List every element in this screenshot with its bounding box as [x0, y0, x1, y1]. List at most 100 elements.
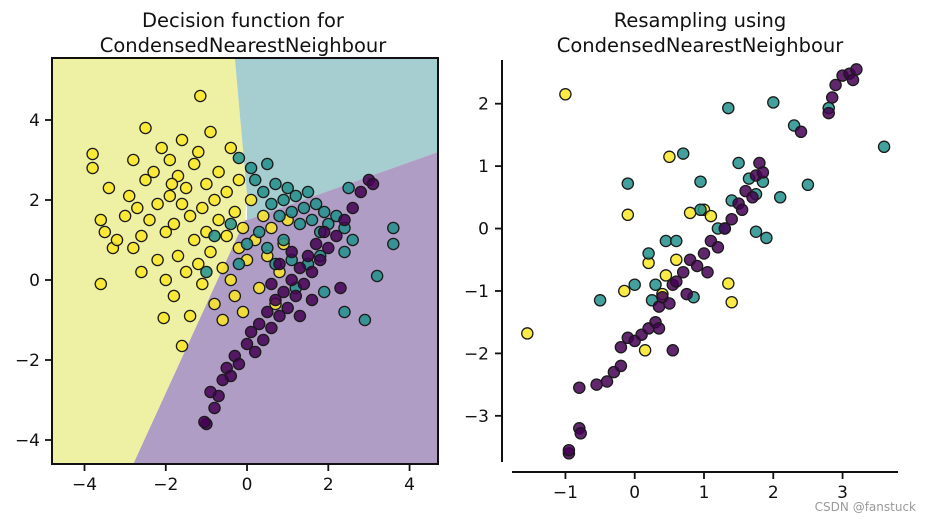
data-point-class-2 — [118, 209, 132, 223]
data-point-class-0 — [614, 359, 628, 373]
data-point-class-0 — [313, 253, 327, 267]
data-point-class-2 — [179, 181, 193, 195]
data-point-class-0 — [265, 277, 278, 291]
data-point-class-1 — [722, 101, 735, 115]
data-point-class-2 — [163, 153, 177, 167]
data-point-class-2 — [196, 201, 209, 215]
data-point-class-1 — [317, 285, 331, 299]
data-point-class-1 — [694, 175, 707, 188]
data-point-class-2 — [683, 206, 697, 220]
data-point-class-2 — [175, 197, 189, 211]
data-point-class-2 — [704, 209, 718, 223]
data-point-class-0 — [208, 401, 221, 415]
data-point-class-1 — [877, 140, 891, 154]
data-point-class-1 — [248, 173, 262, 187]
data-point-class-1 — [265, 197, 278, 211]
data-point-class-1 — [285, 205, 298, 219]
x-tick-label: −4 — [72, 475, 97, 495]
data-point-class-2 — [208, 193, 221, 207]
data-point-class-1 — [773, 191, 787, 204]
data-point-class-0 — [829, 78, 842, 92]
data-point-class-1 — [232, 257, 246, 271]
data-point-class-2 — [212, 213, 225, 227]
data-point-class-0 — [701, 265, 714, 279]
data-point-class-2 — [183, 209, 197, 223]
data-point-class-0 — [690, 259, 704, 273]
data-point-class-1 — [621, 177, 635, 190]
data-point-class-1 — [642, 247, 655, 260]
data-point-class-0 — [198, 415, 211, 429]
data-point-class-0 — [573, 381, 586, 394]
data-point-class-0 — [825, 91, 839, 104]
y-tick-label: 1 — [478, 157, 489, 177]
data-point-class-2 — [163, 189, 177, 203]
x-tick-label: 4 — [404, 475, 415, 495]
data-point-class-0 — [354, 185, 368, 199]
y-tick-label: −3 — [464, 407, 489, 427]
data-point-class-0 — [614, 340, 628, 354]
data-point-class-0 — [725, 212, 738, 226]
data-point-class-2 — [167, 289, 181, 303]
data-point-class-2 — [204, 245, 217, 259]
x-tick-label: 2 — [323, 475, 334, 495]
data-point-class-0 — [822, 106, 835, 120]
data-point-class-0 — [663, 297, 676, 310]
data-point-class-0 — [285, 245, 298, 259]
x-tick-label: 1 — [699, 483, 710, 503]
data-point-class-2 — [127, 241, 140, 255]
y-tick-label: 2 — [478, 95, 489, 115]
data-point-class-2 — [236, 305, 250, 319]
data-point-class-1 — [208, 229, 221, 243]
data-point-class-0 — [676, 265, 690, 279]
y-tick-label: −1 — [464, 282, 489, 302]
data-point-class-2 — [135, 229, 148, 243]
data-point-class-1 — [649, 278, 662, 291]
data-point-class-0 — [330, 229, 343, 243]
data-point-class-2 — [244, 193, 258, 207]
data-point-class-1 — [670, 234, 683, 248]
data-point-class-0 — [261, 305, 274, 319]
data-point-class-2 — [165, 177, 179, 191]
data-point-class-1 — [767, 96, 780, 109]
data-point-class-0 — [711, 241, 725, 254]
data-point-class-0 — [756, 166, 770, 179]
data-point-class-1 — [317, 205, 331, 219]
data-point-class-0 — [204, 385, 217, 399]
y-tick-label: 4 — [29, 111, 40, 131]
data-point-class-2 — [521, 327, 534, 340]
data-point-class-0 — [305, 265, 319, 279]
data-point-class-2 — [147, 165, 160, 179]
x-tick-label: 3 — [837, 483, 848, 503]
data-point-class-1 — [694, 203, 707, 217]
data-point-class-2 — [187, 233, 201, 247]
data-point-class-1 — [387, 221, 400, 235]
data-point-class-0 — [273, 257, 286, 271]
data-point-class-2 — [157, 311, 170, 325]
data-point-class-1 — [277, 233, 290, 247]
data-point-class-0 — [562, 443, 576, 457]
data-point-class-1 — [252, 225, 266, 239]
data-point-class-0 — [269, 293, 282, 307]
data-point-class-0 — [680, 287, 693, 301]
data-point-class-0 — [322, 241, 335, 255]
data-point-class-2 — [159, 273, 173, 287]
data-point-class-0 — [293, 261, 307, 275]
data-point-class-0 — [590, 378, 603, 391]
data-point-class-2 — [139, 173, 152, 187]
data-point-class-2 — [224, 141, 238, 155]
data-point-class-1 — [309, 197, 323, 211]
data-point-class-1 — [338, 305, 351, 319]
data-point-class-2 — [638, 344, 652, 357]
data-point-class-0 — [297, 277, 311, 291]
x-tick-label: 0 — [242, 475, 253, 495]
data-point-class-1 — [676, 147, 690, 160]
data-point-class-2 — [143, 213, 156, 227]
watermark: CSDN @fanstuck — [814, 500, 916, 514]
data-point-class-2 — [722, 277, 735, 290]
data-point-class-1 — [297, 201, 311, 215]
x-tick-label: −2 — [153, 475, 178, 495]
data-point-class-0 — [735, 203, 749, 217]
left-axes: −4 −2 0 2 4 −4 −2 0 2 4 — [15, 57, 439, 495]
data-point-class-2 — [257, 209, 270, 223]
data-point-class-1 — [240, 237, 254, 251]
